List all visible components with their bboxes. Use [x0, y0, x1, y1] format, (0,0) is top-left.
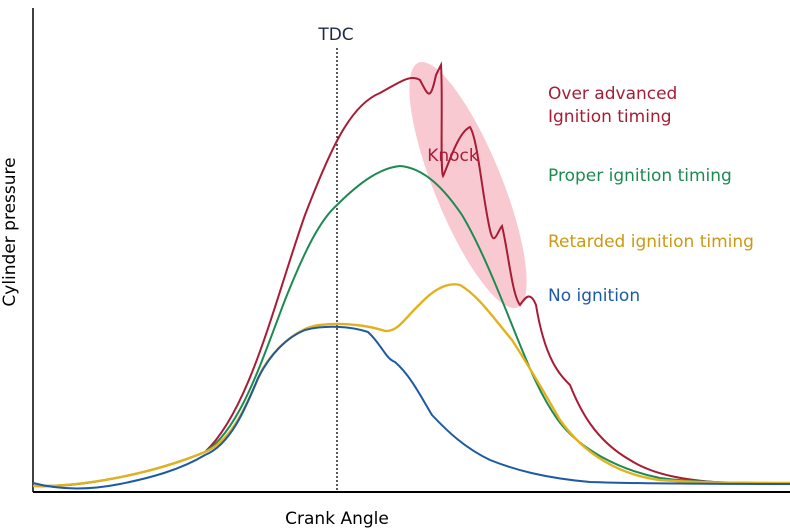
series-line-retarded [32, 283, 790, 488]
series-line-no-ignition [32, 325, 790, 490]
x-axis-label: Crank Angle [285, 509, 389, 529]
legend-label-proper: Proper ignition timing [548, 166, 732, 186]
legend-label-retarded: Retarded ignition timing [548, 232, 754, 252]
tdc-label: TDC [317, 25, 353, 45]
curves-group [32, 61, 790, 490]
knock-label: Knock [427, 146, 479, 166]
legend-label-no-ignition: No ignition [548, 286, 640, 306]
knock-highlight [409, 61, 527, 309]
series-line-over-advanced [32, 61, 790, 488]
legend-label-over-line2: Ignition timing [548, 107, 672, 127]
legend: Over advanced Ignition timing Proper ign… [548, 84, 754, 306]
legend-label-over-line1: Over advanced [548, 84, 677, 104]
series-line-proper [32, 164, 790, 488]
y-axis-label: Cylinder pressure [0, 157, 20, 306]
